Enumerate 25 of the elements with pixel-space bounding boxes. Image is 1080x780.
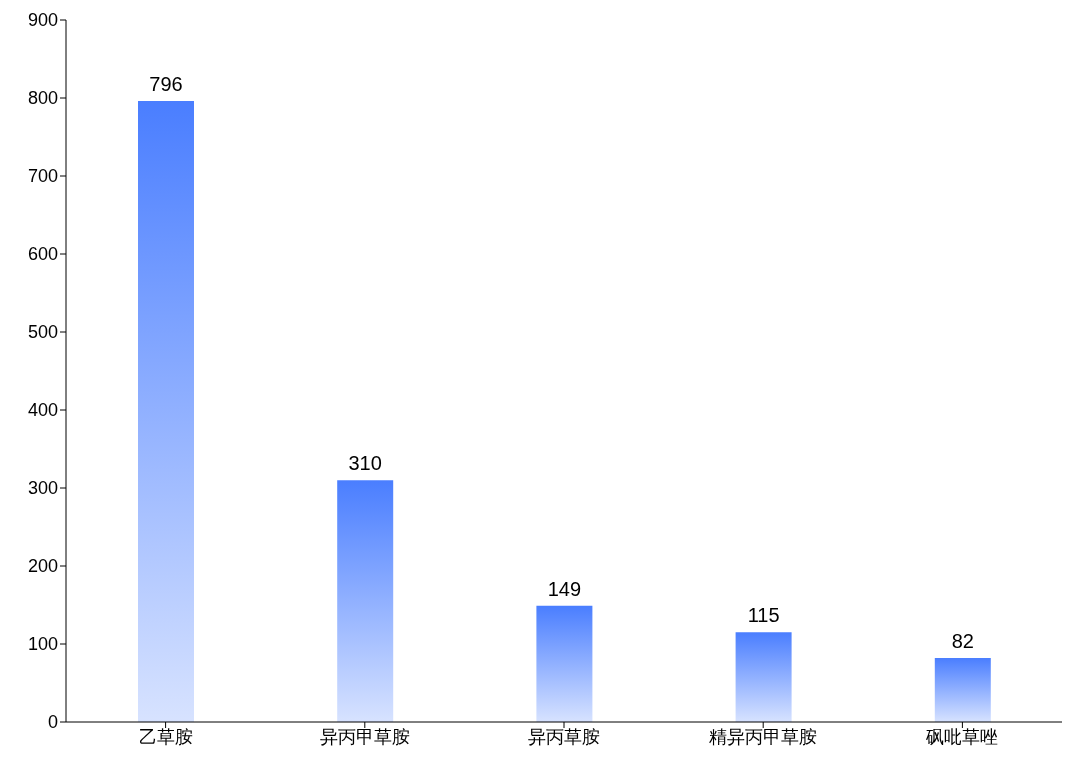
y-tick-label: 500 [27, 322, 58, 343]
y-tick-label: 600 [27, 244, 58, 265]
y-tick-label: 200 [27, 556, 58, 577]
data-label: 310 [348, 452, 382, 475]
data-label: 149 [547, 577, 582, 600]
bar [138, 101, 194, 722]
data-label: 82 [951, 630, 974, 653]
bar [735, 632, 792, 722]
y-tick-label: 0 [47, 712, 58, 733]
y-tick-label: 800 [27, 88, 58, 109]
y-tick-label: 300 [27, 478, 58, 499]
x-tick-label: 异丙甲草胺 [319, 726, 410, 747]
y-tick-label: 900 [27, 10, 58, 31]
bar [536, 605, 593, 722]
data-label: 115 [747, 604, 780, 627]
bar [934, 658, 991, 722]
y-tick-label: 400 [27, 400, 58, 421]
data-label: 796 [149, 73, 183, 96]
x-tick-label: 乙草胺 [138, 726, 193, 747]
bar [337, 480, 394, 722]
x-tick-label: 异丙草胺 [528, 726, 600, 747]
y-tick-label: 700 [27, 166, 58, 187]
y-tick-label: 100 [27, 634, 58, 655]
x-tick-label: 砜吡草唑 [925, 726, 999, 747]
x-tick-label: 精异丙甲草胺 [709, 726, 818, 747]
